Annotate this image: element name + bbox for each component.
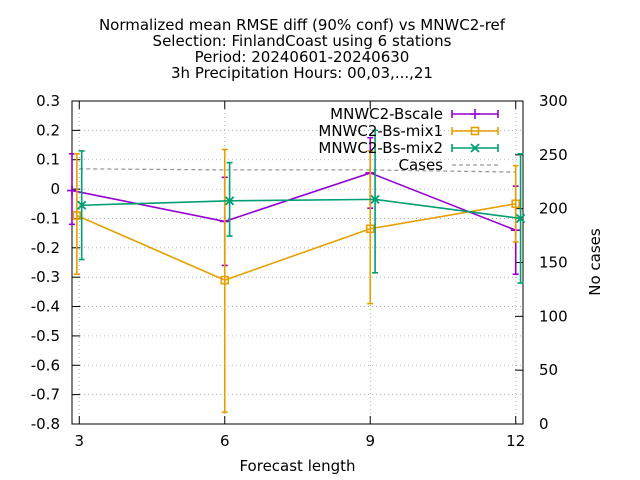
point-marker <box>77 200 87 210</box>
x-tick-label: 12 <box>506 432 525 450</box>
series-mnwc2-bs-mix2 <box>77 129 526 284</box>
title-line: Normalized mean RMSE diff (90% conf) vs … <box>99 16 506 34</box>
x-tick-label: 3 <box>75 432 85 450</box>
y2-tick-label: 200 <box>539 200 568 218</box>
x-axis-ticks: 3 6 9 12 <box>75 101 525 450</box>
y-tick-label: -0.8 <box>31 415 60 433</box>
cases-series <box>79 168 516 173</box>
series-layer <box>67 129 526 414</box>
point-marker <box>72 211 82 220</box>
point-marker <box>470 126 480 136</box>
y-tick-label: -0.1 <box>31 209 60 227</box>
point-marker <box>224 196 235 206</box>
y-tick-label: 0.3 <box>36 92 60 110</box>
legend-label: MNWC2-Bs-mix2 <box>318 139 443 157</box>
x-axis-label: Forecast length <box>239 457 355 475</box>
point-marker <box>511 199 521 209</box>
point-marker <box>67 185 77 196</box>
y-tick-label: -0.3 <box>31 268 60 286</box>
y-axis-ticks: -0.8 -0.7 -0.6 -0.5 -0.4 -0.3 -0.2 -0.1 0 0.1 0.2 0… <box>31 92 80 433</box>
series-line <box>81 198 521 220</box>
cases-line <box>79 168 516 173</box>
series-line <box>71 172 517 231</box>
point-marker <box>470 109 480 119</box>
y2-tick-label: 0 <box>539 415 549 433</box>
x-tick-label: 6 <box>220 432 230 450</box>
y2-tick-label: 50 <box>539 361 558 379</box>
y-tick-label: -0.6 <box>31 356 60 374</box>
y-tick-label: 0.2 <box>36 121 60 139</box>
y2-tick-label: 250 <box>539 146 568 164</box>
y2-axis-ticks: 0 50 100 150 200 250 300 <box>515 92 568 433</box>
point-marker <box>365 224 375 234</box>
point-marker <box>515 213 526 224</box>
y2-axis-label: No cases <box>586 228 604 296</box>
title-line: 3h Precipitation Hours: 00,03,...,21 <box>171 64 433 82</box>
legend-label: MNWC2-Bs-mix1 <box>318 122 443 140</box>
legend-label: Cases <box>398 156 443 174</box>
series-mnwc2-bscale <box>67 136 521 276</box>
legend-label: MNWC2-Bscale <box>330 105 443 123</box>
y-tick-label: 0 <box>50 180 60 198</box>
y-tick-label: -0.4 <box>31 298 60 316</box>
point-marker <box>370 194 380 205</box>
y2-tick-label: 150 <box>539 254 568 272</box>
y-tick-label: 0.1 <box>36 151 60 169</box>
chart-title: Normalized mean RMSE diff (90% conf) vs … <box>99 16 506 82</box>
y2-tick-label: 300 <box>539 92 568 110</box>
series-line <box>76 202 516 281</box>
x-tick-label: 9 <box>365 432 375 450</box>
y-tick-label: -0.2 <box>31 239 60 257</box>
legend: MNWC2-BscaleMNWC2-Bs-mix1MNWC2-Bs-mix2Ca… <box>318 105 499 174</box>
y2-tick-label: 100 <box>539 307 568 325</box>
point-marker <box>470 143 480 153</box>
title-line: Period: 20240601-20240630 <box>195 48 410 66</box>
plot-frame <box>71 100 524 425</box>
title-line: Selection: FinlandCoast using 6 stations <box>153 32 452 50</box>
series-mnwc2-bs-mix1 <box>72 148 521 414</box>
y-tick-label: -0.5 <box>31 327 60 345</box>
y-tick-label: -0.7 <box>31 386 60 404</box>
grid <box>72 100 523 425</box>
point-marker <box>220 275 230 285</box>
